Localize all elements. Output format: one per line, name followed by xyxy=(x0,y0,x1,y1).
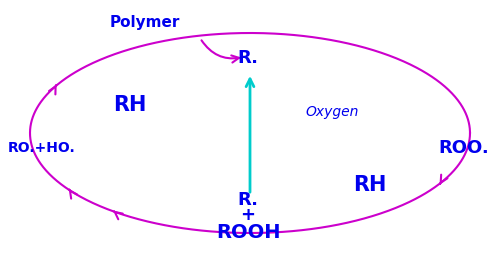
Text: R.: R. xyxy=(238,49,258,67)
Text: ROO.: ROO. xyxy=(438,139,490,157)
Text: Oxygen: Oxygen xyxy=(305,105,358,119)
Text: RH: RH xyxy=(354,175,386,195)
Text: Polymer: Polymer xyxy=(110,15,180,29)
Text: +: + xyxy=(240,206,256,224)
Text: ROOH: ROOH xyxy=(216,223,280,241)
Text: RO.+HO.: RO.+HO. xyxy=(8,141,76,155)
Text: R.: R. xyxy=(238,191,258,209)
Text: RH: RH xyxy=(114,95,146,115)
